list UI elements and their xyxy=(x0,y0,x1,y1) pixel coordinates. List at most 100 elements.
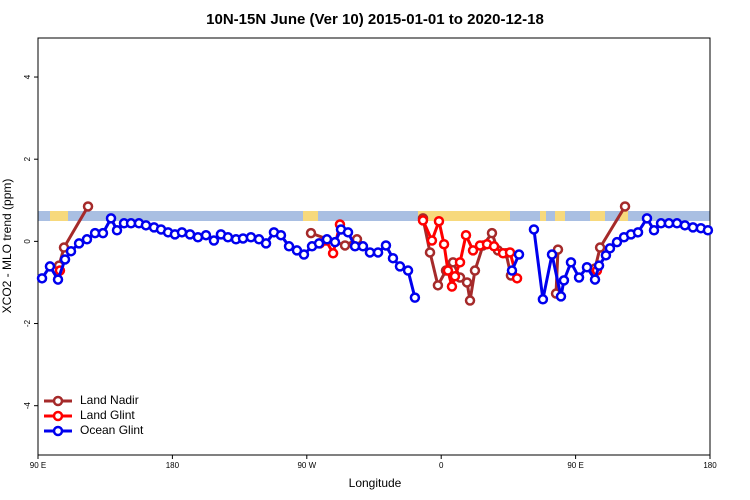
point xyxy=(464,295,476,306)
point xyxy=(486,227,498,239)
point xyxy=(438,238,450,250)
point xyxy=(446,281,458,292)
point xyxy=(44,261,56,272)
point xyxy=(176,227,188,238)
point xyxy=(140,220,152,231)
point xyxy=(222,232,234,243)
point xyxy=(679,220,691,231)
point xyxy=(546,249,558,260)
point xyxy=(380,240,392,251)
point xyxy=(342,227,354,238)
point xyxy=(327,248,339,259)
point xyxy=(97,227,109,239)
point xyxy=(73,238,85,249)
point xyxy=(409,292,421,303)
point xyxy=(364,247,376,258)
point xyxy=(537,294,549,305)
point xyxy=(648,225,660,236)
point xyxy=(200,229,212,241)
point xyxy=(298,249,310,260)
point xyxy=(237,233,249,244)
point xyxy=(504,247,516,258)
y-axis-label: XCO2 - MLO trend (ppm) xyxy=(0,179,14,314)
point xyxy=(52,274,64,285)
point xyxy=(433,215,445,227)
point xyxy=(387,252,399,264)
point xyxy=(558,275,570,286)
point xyxy=(105,213,117,224)
point xyxy=(619,201,631,212)
point xyxy=(442,265,454,276)
point xyxy=(81,234,93,245)
point xyxy=(573,272,585,283)
point xyxy=(581,261,593,273)
point xyxy=(611,236,623,248)
point xyxy=(663,218,675,229)
point xyxy=(641,213,653,224)
legend-label: Land Glint xyxy=(80,408,135,422)
point xyxy=(460,229,472,241)
point xyxy=(511,273,523,284)
legend-label: Ocean Glint xyxy=(80,423,144,437)
point xyxy=(208,235,220,246)
point xyxy=(321,234,333,245)
point xyxy=(604,243,616,254)
x-tick-label: 90 E xyxy=(30,461,46,470)
point xyxy=(65,245,77,257)
point xyxy=(461,277,473,288)
point xyxy=(59,254,71,265)
point xyxy=(467,245,479,256)
x-tick-label: 0 xyxy=(439,461,444,470)
y-tick-label: 0 xyxy=(23,239,32,244)
point xyxy=(432,280,444,291)
x-tick-label: 90 W xyxy=(297,461,316,470)
point xyxy=(260,238,272,249)
point xyxy=(593,260,605,271)
point xyxy=(454,257,466,268)
point xyxy=(111,225,123,236)
point xyxy=(632,227,644,238)
legend-label: Land Nadir xyxy=(80,393,139,407)
point xyxy=(555,291,567,302)
x-tick-label: 180 xyxy=(166,461,180,470)
legend-marker xyxy=(52,425,64,437)
x-tick-label: 90 E xyxy=(567,461,583,470)
point xyxy=(488,241,500,252)
point xyxy=(357,241,369,252)
x-tick-label: 180 xyxy=(703,461,717,470)
point xyxy=(36,273,48,284)
point xyxy=(565,257,577,268)
point xyxy=(528,224,540,235)
legend-marker xyxy=(52,395,64,407)
point xyxy=(589,274,601,285)
point xyxy=(329,236,341,248)
point xyxy=(394,261,406,272)
y-tick-label: -2 xyxy=(23,319,32,327)
point xyxy=(424,247,436,258)
point xyxy=(702,225,714,236)
y-tick-label: 2 xyxy=(23,156,32,161)
point xyxy=(275,229,287,241)
point xyxy=(283,241,295,252)
y-tick-label: 4 xyxy=(23,74,32,79)
point xyxy=(426,235,438,246)
point xyxy=(372,247,384,258)
legend-marker xyxy=(52,410,64,422)
point xyxy=(506,265,518,276)
land-ocean-strip xyxy=(38,211,710,221)
y-tick-label: -4 xyxy=(23,402,32,410)
point xyxy=(192,232,204,243)
point xyxy=(82,201,94,212)
point xyxy=(402,265,414,276)
point xyxy=(245,232,257,243)
point xyxy=(469,265,481,276)
x-axis-label: Longitude xyxy=(349,476,402,490)
point xyxy=(313,238,325,249)
point xyxy=(449,271,461,282)
point xyxy=(305,227,317,239)
chart-title: 10N-15N June (Ver 10) 2015-01-01 to 2020… xyxy=(206,11,544,28)
plot-frame xyxy=(37,37,711,456)
point xyxy=(513,249,525,260)
point xyxy=(594,242,606,253)
